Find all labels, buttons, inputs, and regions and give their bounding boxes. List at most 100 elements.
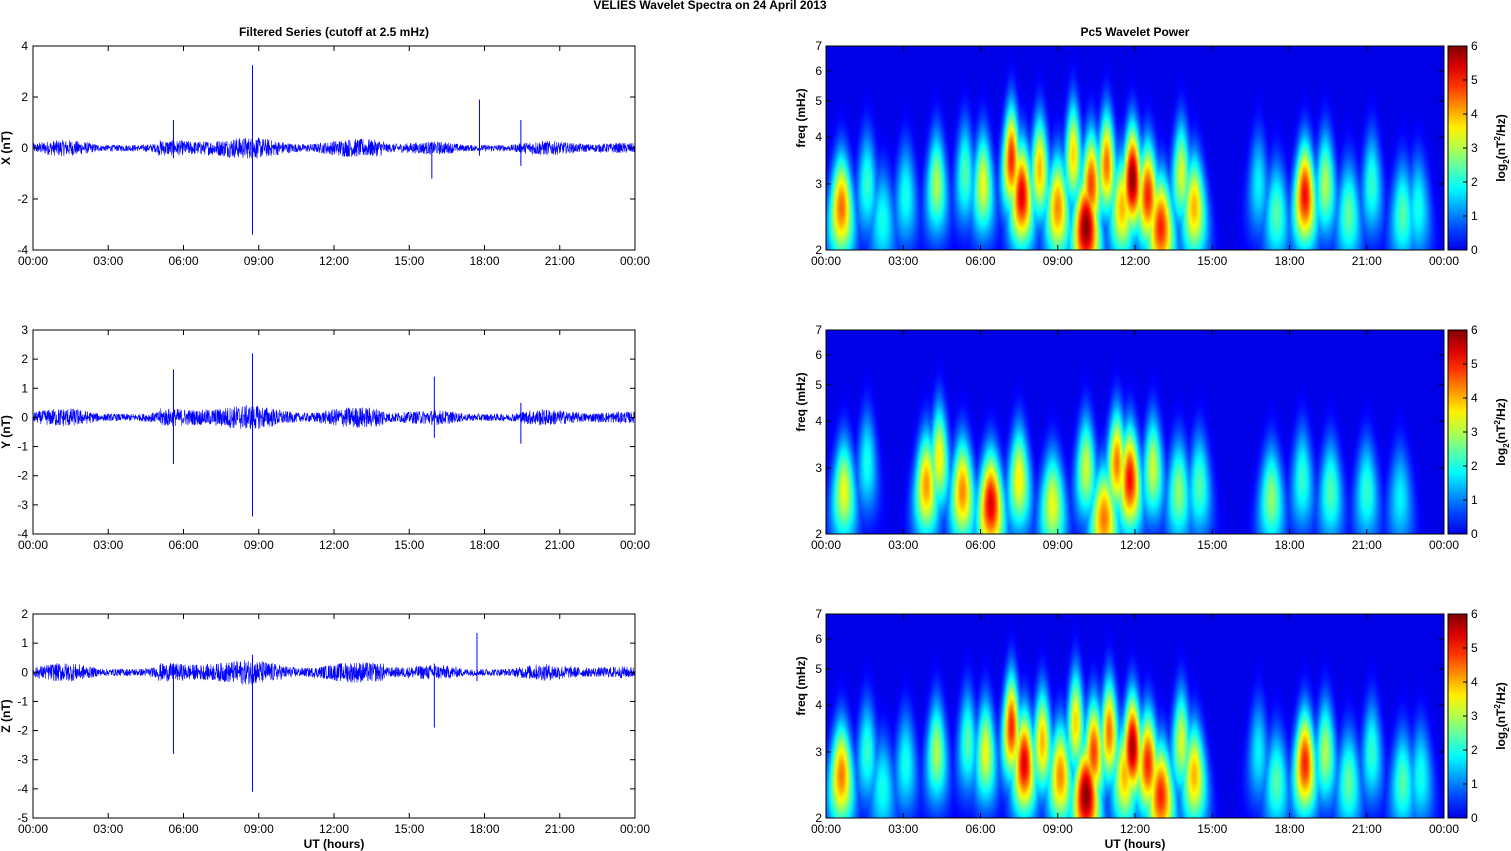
x-series-xtick-label: 00:00 [620,254,650,268]
x-wavelet-xtick-label: 09:00 [1043,254,1073,268]
z-series-ytick-label: -4 [17,782,28,796]
y-series-xtick-label: 15:00 [394,538,424,552]
z-series-panel: 210-1-2-3-4-500:00 03:00 06:00 09:00 12:00 15… [0,607,650,851]
x-series-ytick-label: 2 [21,90,28,104]
x-wavelet-colorbar-tick-label: 2 [1471,175,1478,189]
y-wavelet-colorbar-tick-label: 1 [1471,493,1478,507]
y-series-line [32,405,636,430]
z-series-xtick-label: 18:00 [469,822,499,836]
x-series-xtick-label: 03:00 [93,254,123,268]
z-series-xtick-label: 21:00 [545,822,575,836]
y-series-axes [32,329,636,535]
x-series-xtick-label: 21:00 [545,254,575,268]
z-series-ytick-label: -2 [17,724,28,738]
y-wavelet-xtick-label: 06:00 [965,538,995,552]
x-series-xtick-label: 00:00 [18,254,48,268]
z-wavelet-xtick-label: 06:00 [965,822,995,836]
z-wavelet-ytick-label: 3 [815,745,822,759]
x-series-ytick-label: -4 [17,243,28,257]
x-wavelet-ytick-label: 2 [815,243,822,257]
x-wavelet-xtick-label: 15:00 [1197,254,1227,268]
x-series-ytick-label: 0 [21,141,28,155]
x-wavelet-colorbar-label: log2(nT2/Hz) [1493,114,1511,182]
z-series-xtick-label: 00:00 [18,822,48,836]
z-wavelet-xtick-label: 00:00 [811,822,841,836]
y-wavelet-colorbar-label: log2(nT2/Hz) [1493,398,1511,466]
z-wavelet-colorbar-tick-label: 3 [1471,709,1478,723]
x-wavelet-colorbar-tick-label: 3 [1471,141,1478,155]
x-series-xtick-label: 18:00 [469,254,499,268]
y-wavelet-ytick-label: 7 [815,323,822,337]
z-wavelet-xtick-label: 03:00 [888,822,918,836]
z-wavelet-colorbar-tick-label: 1 [1471,777,1478,791]
y-series-xtick-label: 21:00 [545,538,575,552]
x-wavelet-ytick-label: 7 [815,39,822,53]
y-wavelet-ytick-label: 2 [815,527,822,541]
y-series-xtick-label: 00:00 [620,538,650,552]
y-wavelet-ylabel: freq (mHz) [794,372,808,431]
figure-title: VELIES Wavelet Spectra on 24 April 2013 [593,0,827,12]
y-wavelet-colorbar-tick-label: 5 [1471,357,1478,371]
x-wavelet-xtick-label: 00:00 [1429,254,1459,268]
y-series-ytick-label: 1 [21,381,28,395]
x-wavelet-title: Pc5 Wavelet Power [1081,25,1190,39]
z-series-ytick-label: 1 [21,636,28,650]
z-wavelet-colorbar-tick-label: 6 [1471,607,1478,621]
z-wavelet-xtick-label: 00:00 [1429,822,1459,836]
x-wavelet-ytick-label: 3 [815,177,822,191]
x-wavelet-colorbar-tick-label: 0 [1471,243,1478,257]
z-series-xlabel: UT (hours) [304,837,365,851]
y-series-xtick-label: 03:00 [93,538,123,552]
z-wavelet-xtick-label: 18:00 [1274,822,1304,836]
y-series-ytick-label: -1 [17,440,28,454]
y-series-ylabel: Y (nT) [0,415,13,449]
z-series-ytick-label: -1 [17,694,28,708]
z-wavelet-xtick-label: 21:00 [1352,822,1382,836]
z-wavelet-ytick-label: 7 [815,607,822,621]
y-series-xtick-label: 06:00 [168,538,198,552]
x-wavelet-xtick-label: 18:00 [1274,254,1304,268]
x-wavelet-ytick-label: 6 [815,64,822,78]
y-series-ytick-label: -3 [17,498,28,512]
plot-area: 420-2-400:00 03:00 06:00 09:00 12:00 15:00 18:… [0,25,1511,851]
z-wavelet-ytick-label: 2 [815,811,822,825]
z-wavelet-colorbar-tick-label: 2 [1471,743,1478,757]
y-wavelet-xtick-label: 12:00 [1120,538,1150,552]
y-wavelet-xtick-label: 00:00 [811,538,841,552]
y-wavelet-ytick-label: 6 [815,348,822,362]
x-series-ylabel: X (nT) [0,131,13,165]
x-wavelet-heatmap-image [826,46,1444,250]
x-series-xtick-label: 15:00 [394,254,424,268]
x-wavelet-xtick-label: 06:00 [965,254,995,268]
y-wavelet-heatmap-image [826,330,1444,534]
y-wavelet-ytick-label: 5 [815,378,822,392]
y-series-ytick-label: 3 [21,323,28,337]
y-wavelet-ytick-label: 3 [815,461,822,475]
z-wavelet-ylabel: freq (mHz) [794,656,808,715]
z-series-xtick-label: 03:00 [93,822,123,836]
x-wavelet-xtick-label: 21:00 [1352,254,1382,268]
y-series-ytick-label: -4 [17,527,28,541]
x-wavelet-xtick-label: 00:00 [811,254,841,268]
x-wavelet-colorbar-tick-label: 6 [1471,39,1478,53]
x-series-xtick-label: 12:00 [319,254,349,268]
x-series-ytick-label: -2 [17,192,28,206]
y-series-ytick-label: -2 [17,469,28,483]
z-series-ylabel: Z (nT) [0,699,13,732]
z-series-xtick-label: 06:00 [168,822,198,836]
y-wavelet-ytick-label: 4 [815,414,822,428]
y-wavelet-colorbar-tick-label: 0 [1471,527,1478,541]
x-wavelet-ytick-label: 4 [815,130,822,144]
y-series-xtick-label: 00:00 [18,538,48,552]
x-wavelet-xtick-label: 03:00 [888,254,918,268]
z-series-axes [32,613,636,819]
y-wavelet-xtick-label: 21:00 [1352,538,1382,552]
z-series-ytick-label: -5 [17,811,28,825]
x-wavelet-ylabel: freq (mHz) [794,88,808,147]
x-wavelet-xtick-label: 12:00 [1120,254,1150,268]
z-wavelet-colorbar-tick-label: 0 [1471,811,1478,825]
x-series-title: Filtered Series (cutoff at 2.5 mHz) [239,25,429,39]
